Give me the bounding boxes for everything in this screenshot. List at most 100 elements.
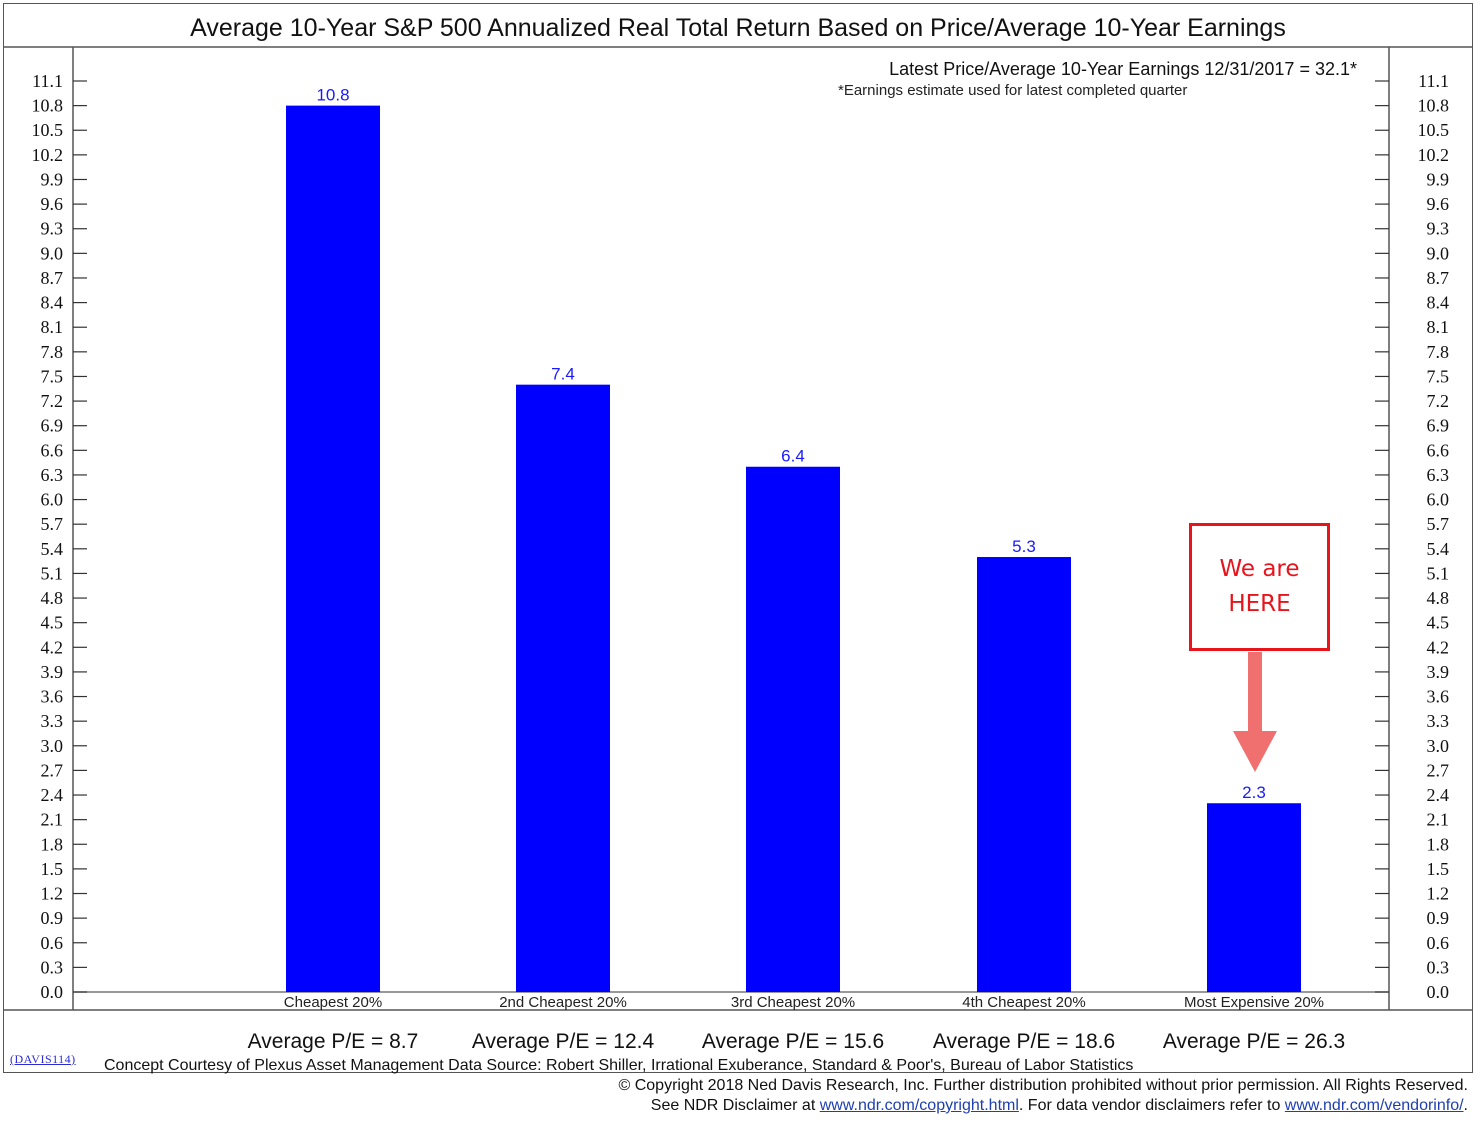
earnings-estimate-note: *Earnings estimate used for latest compl… xyxy=(838,82,1187,99)
x-category-label: 3rd Cheapest 20% xyxy=(731,994,855,1011)
x-category-label: Cheapest 20% xyxy=(284,994,382,1011)
y-axis-right: 0.0 0.3 0.6 0.9 1.2 1.5 1.8 2.1 2.4 2.7 3.0 3.3 3.6 3… xyxy=(1375,71,1449,1002)
bar xyxy=(516,384,610,993)
y-tick-label-right: 5.7 xyxy=(1427,514,1450,534)
bar-value-label: 7.4 xyxy=(551,365,575,384)
y-tick-label-right: 5.1 xyxy=(1427,563,1450,583)
y-tick-label-left: 0.6 xyxy=(41,933,64,953)
y-tick-label-left: 2.1 xyxy=(41,810,64,830)
callout-line-1: We are xyxy=(1219,556,1300,582)
y-tick-label-right: 5.4 xyxy=(1427,539,1450,559)
y-tick-label-right: 0.0 xyxy=(1427,982,1450,1002)
average-pe-label: Average P/E = 26.3 xyxy=(1163,1030,1345,1053)
we-are-here-callout: We are HERE xyxy=(1189,523,1330,651)
y-tick-label-right: 9.6 xyxy=(1427,194,1450,214)
vendorinfo-link[interactable]: www.ndr.com/vendorinfo/ xyxy=(1284,1097,1464,1114)
y-tick-label-left: 0.0 xyxy=(41,982,64,1002)
bars xyxy=(286,105,1301,993)
bar xyxy=(977,557,1071,992)
y-tick-label-right: 0.6 xyxy=(1427,933,1450,953)
y-tick-label-right: 10.8 xyxy=(1418,96,1450,116)
y-tick-label-left: 6.3 xyxy=(41,465,64,485)
y-tick-label-left: 10.5 xyxy=(32,120,64,140)
y-tick-label-left: 3.0 xyxy=(41,736,64,756)
x-axis-labels: Cheapest 20% 2nd Cheapest 20% 3rd Cheapest… xyxy=(284,994,1324,1011)
y-tick-label-right: 9.9 xyxy=(1427,169,1450,189)
y-tick-label-left: 6.9 xyxy=(41,416,64,436)
y-tick-label-left: 7.5 xyxy=(41,366,64,386)
y-tick-label-left: 6.0 xyxy=(41,490,64,510)
y-tick-label-left: 3.6 xyxy=(41,687,64,707)
bar xyxy=(286,105,380,992)
x-category-label: 2nd Cheapest 20% xyxy=(499,994,627,1011)
y-tick-label-left: 1.5 xyxy=(41,859,64,879)
y-tick-label-right: 1.5 xyxy=(1427,859,1450,879)
y-tick-label-right: 2.7 xyxy=(1427,760,1450,780)
y-tick-label-right: 3.3 xyxy=(1427,711,1450,731)
chart-title: Average 10-Year S&P 500 Annualized Real … xyxy=(190,14,1286,42)
y-tick-label-right: 1.8 xyxy=(1427,834,1450,854)
y-tick-label-left: 1.8 xyxy=(41,834,64,854)
y-tick-label-right: 6.9 xyxy=(1427,416,1450,436)
y-tick-label-right: 6.6 xyxy=(1427,440,1450,460)
y-tick-label-right: 3.9 xyxy=(1427,662,1450,682)
y-tick-label-right: 4.2 xyxy=(1427,637,1450,657)
y-tick-label-right: 7.8 xyxy=(1427,342,1450,362)
y-tick-label-left: 4.8 xyxy=(41,588,64,608)
value-labels: 10.8 7.4 6.4 5.3 2.3 xyxy=(316,86,1265,803)
y-tick-label-left: 2.4 xyxy=(41,785,64,805)
y-tick-label-left: 9.0 xyxy=(41,243,64,263)
y-tick-label-right: 2.1 xyxy=(1427,810,1450,830)
y-tick-label-left: 3.3 xyxy=(41,711,64,731)
y-tick-label-left: 8.1 xyxy=(41,317,64,337)
y-tick-label-right: 9.0 xyxy=(1427,243,1450,263)
y-tick-label-left: 5.4 xyxy=(41,539,64,559)
y-tick-label-left: 10.8 xyxy=(32,96,64,116)
down-arrow-icon xyxy=(1233,652,1277,772)
y-axis-left: 0.0 0.3 0.6 0.9 1.2 1.5 1.8 2.1 2.4 2.7 3.0 3.3 3.6 3… xyxy=(32,71,87,1002)
y-tick-label-right: 8.7 xyxy=(1427,268,1450,288)
data-source-note: Concept Courtesy of Plexus Asset Managem… xyxy=(104,1057,1134,1074)
x-category-label: Most Expensive 20% xyxy=(1184,994,1324,1011)
bar xyxy=(746,466,840,992)
y-tick-label-left: 9.6 xyxy=(41,194,64,214)
disclaimer-note: See NDR Disclaimer at www.ndr.com/copyri… xyxy=(651,1097,1468,1115)
average-pe-label: Average P/E = 8.7 xyxy=(248,1030,419,1053)
y-tick-label-right: 10.2 xyxy=(1418,145,1450,165)
y-tick-label-left: 1.2 xyxy=(41,884,64,904)
average-pe-label: Average P/E = 18.6 xyxy=(933,1030,1115,1053)
y-tick-label-left: 9.3 xyxy=(41,219,64,239)
y-tick-label-right: 4.8 xyxy=(1427,588,1450,608)
y-tick-label-right: 0.3 xyxy=(1427,957,1450,977)
y-tick-label-right: 1.2 xyxy=(1427,884,1450,904)
y-tick-label-left: 5.1 xyxy=(41,563,64,583)
y-tick-label-left: 9.9 xyxy=(41,169,64,189)
y-tick-label-left: 6.6 xyxy=(41,440,64,460)
y-tick-label-right: 6.3 xyxy=(1427,465,1450,485)
y-tick-label-right: 0.9 xyxy=(1427,908,1450,928)
y-tick-label-left: 11.1 xyxy=(32,71,63,91)
y-tick-label-left: 4.5 xyxy=(41,613,64,633)
y-tick-label-left: 7.8 xyxy=(41,342,64,362)
y-tick-label-left: 10.2 xyxy=(32,145,64,165)
y-tick-label-left: 8.4 xyxy=(41,293,64,313)
y-tick-label-right: 8.1 xyxy=(1427,317,1450,337)
y-tick-label-right: 7.2 xyxy=(1427,391,1450,411)
copyright-link[interactable]: www.ndr.com/copyright.html xyxy=(819,1097,1019,1114)
y-tick-label-right: 2.4 xyxy=(1427,785,1450,805)
y-tick-label-right: 8.4 xyxy=(1427,293,1450,313)
y-tick-label-left: 0.3 xyxy=(41,957,64,977)
callout-line-2: HERE xyxy=(1228,591,1291,617)
y-tick-label-right: 11.1 xyxy=(1418,71,1449,91)
y-tick-label-right: 6.0 xyxy=(1427,490,1450,510)
y-tick-label-right: 3.6 xyxy=(1427,687,1450,707)
bar-value-label: 5.3 xyxy=(1012,537,1036,556)
y-tick-label-left: 3.9 xyxy=(41,662,64,682)
chart-frame xyxy=(3,3,1473,1073)
y-tick-label-left: 5.7 xyxy=(41,514,64,534)
y-tick-label-right: 3.0 xyxy=(1427,736,1450,756)
pe-labels: Average P/E = 8.7 Average P/E = 12.4 Avera… xyxy=(248,1030,1345,1053)
average-pe-label: Average P/E = 15.6 xyxy=(702,1030,884,1053)
chart-code-link[interactable]: (DAVIS114) xyxy=(10,1052,76,1066)
y-tick-label-left: 8.7 xyxy=(41,268,64,288)
